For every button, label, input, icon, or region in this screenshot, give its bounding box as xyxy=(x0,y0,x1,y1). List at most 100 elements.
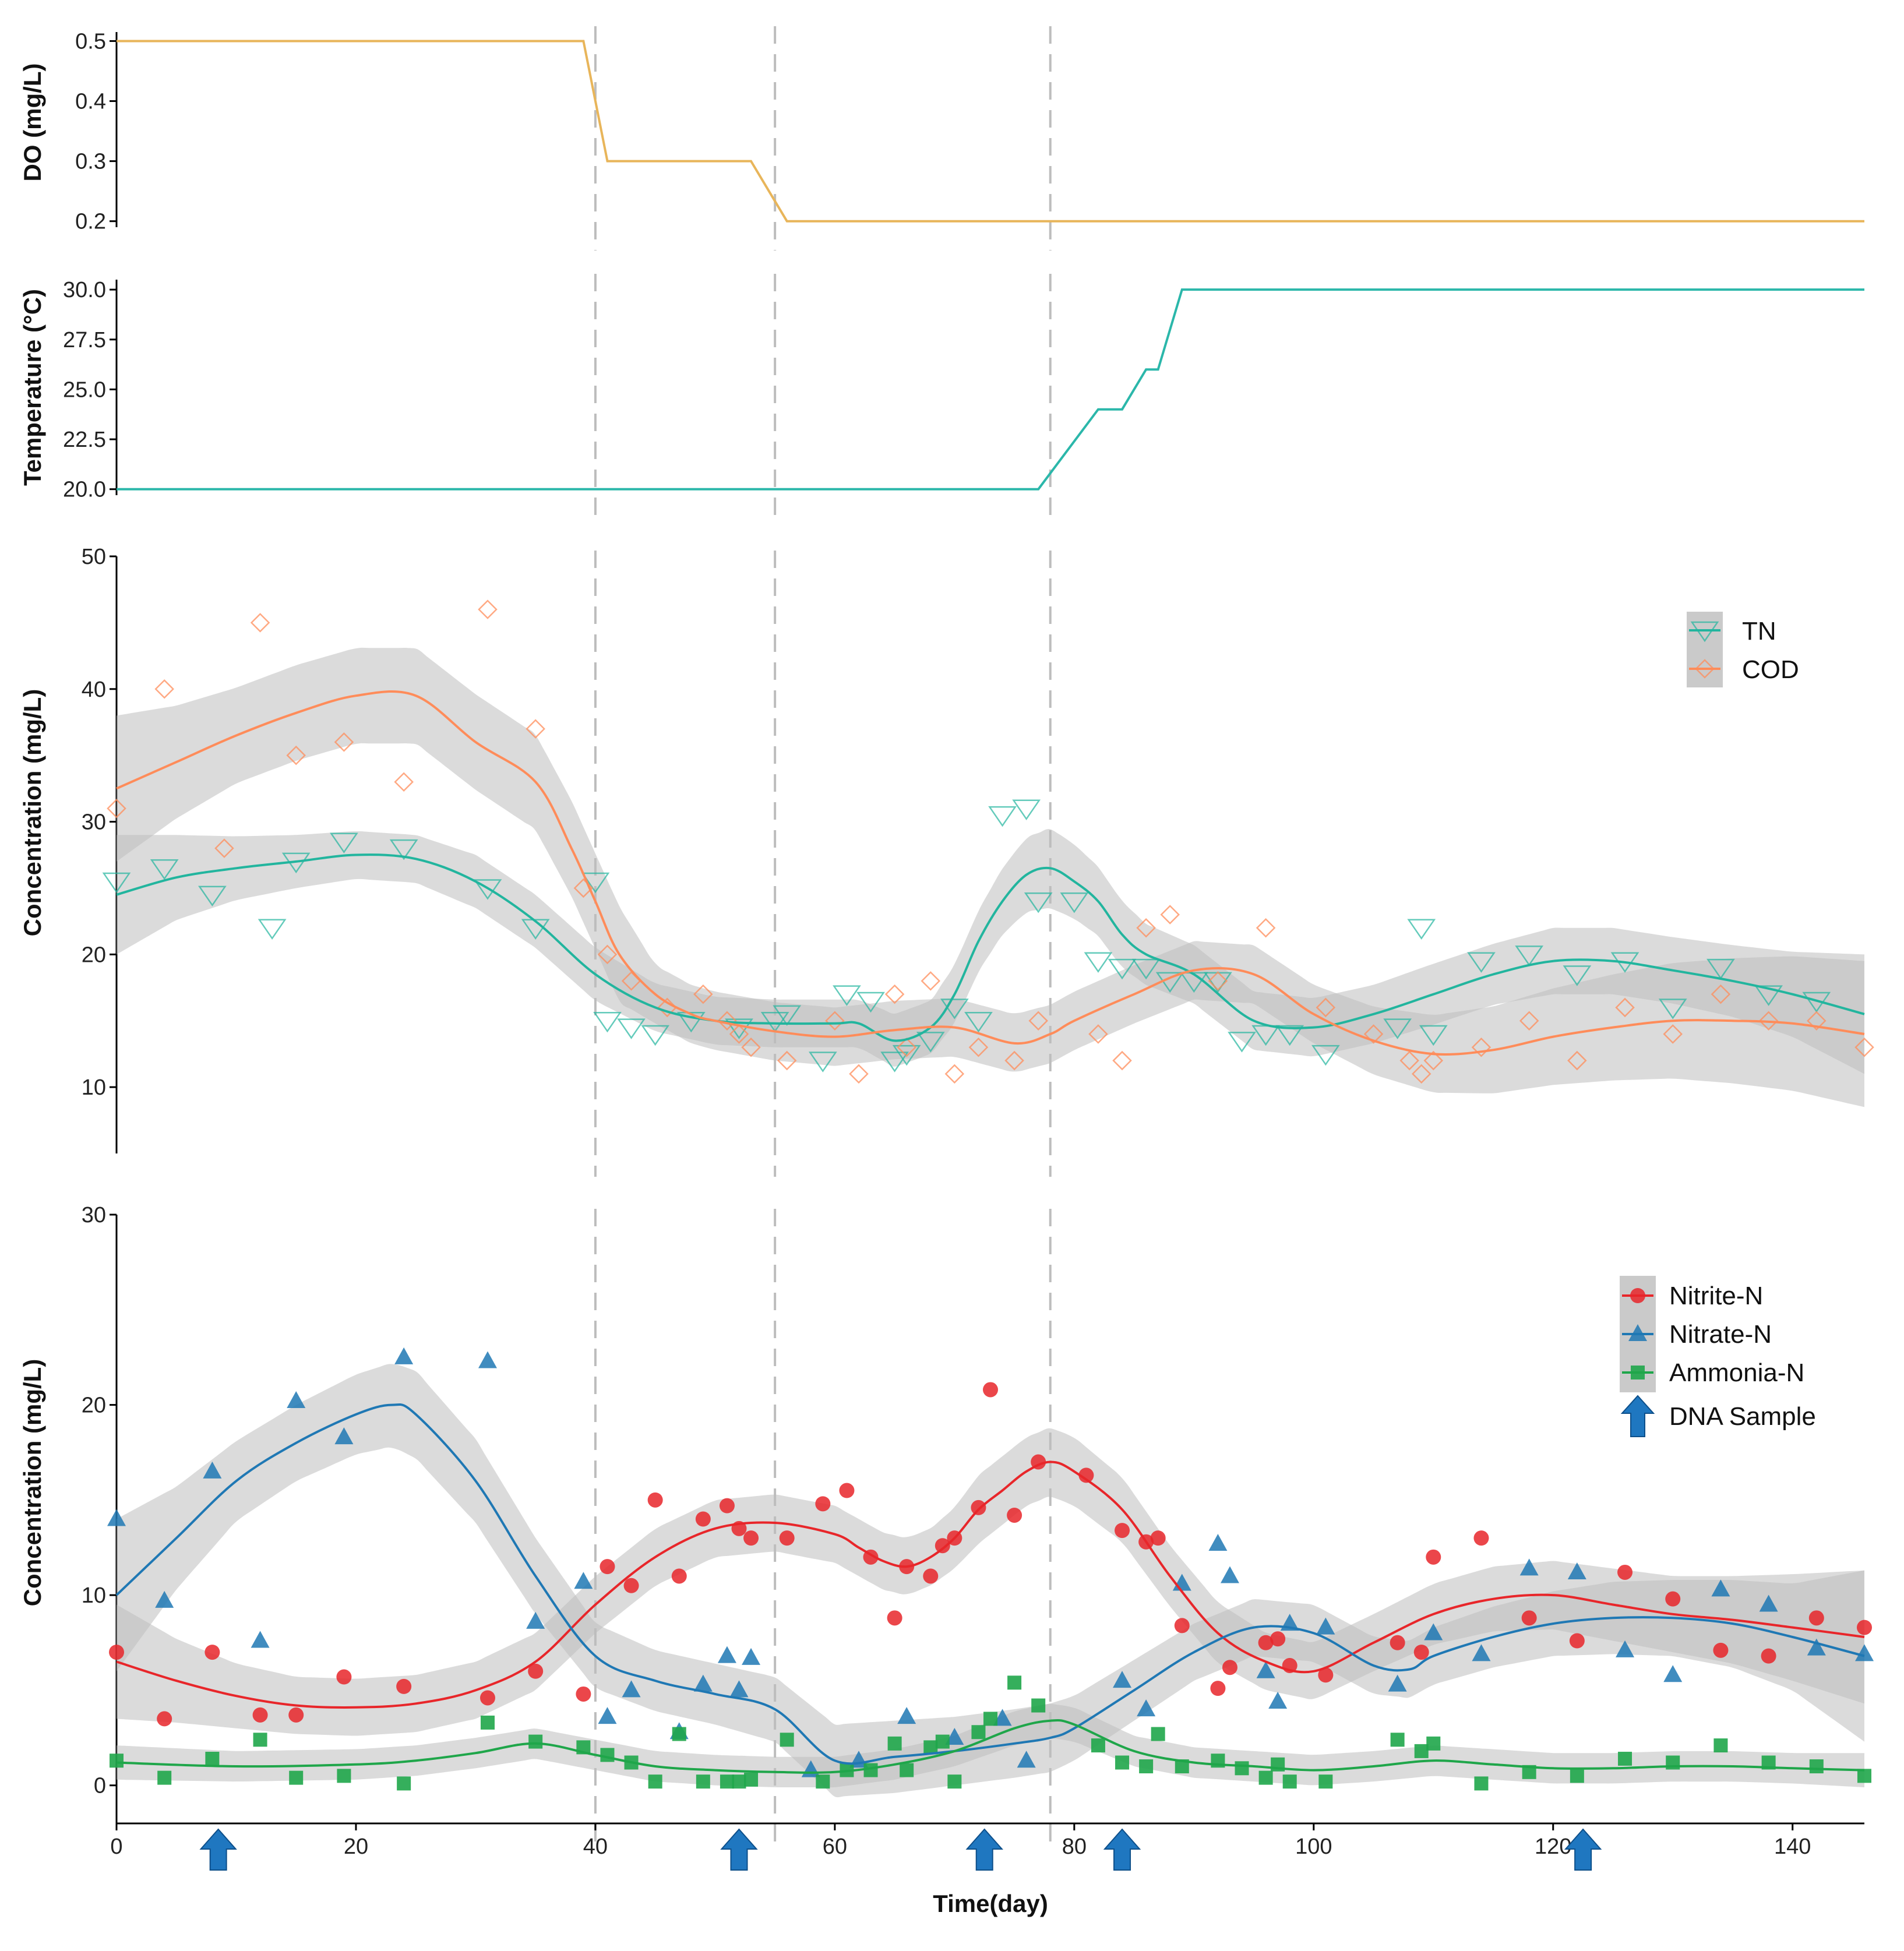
ammonia-n-point xyxy=(205,1751,220,1766)
nitrate-n-point xyxy=(1388,1674,1407,1692)
tn-point xyxy=(330,832,358,853)
nitrate-n-point xyxy=(251,1631,270,1648)
nitrate-n-point xyxy=(717,1646,736,1663)
ammonia-n-point xyxy=(1091,1738,1105,1753)
nitrite-n-point xyxy=(1617,1564,1633,1580)
ammonia-n-point xyxy=(337,1769,351,1783)
x-tick-label: 20 xyxy=(344,1834,368,1859)
nitrite-n-point xyxy=(671,1568,687,1584)
tn-point xyxy=(1515,945,1544,966)
cod-point xyxy=(286,745,306,765)
nitrate-n-point xyxy=(622,1680,641,1698)
tn-point xyxy=(856,992,885,1013)
ammonia-n-point xyxy=(253,1733,267,1747)
nitrate-n-point xyxy=(1208,1533,1228,1551)
cod-point xyxy=(921,971,941,991)
nitrate-n-point xyxy=(1137,1699,1156,1717)
nitrite-n-point xyxy=(1665,1591,1681,1607)
cod-point xyxy=(478,599,498,619)
nitrite-n-point xyxy=(923,1568,939,1584)
ammonia-n-point xyxy=(1809,1759,1824,1774)
nitrite-n-point xyxy=(1808,1610,1824,1626)
cod-point xyxy=(741,1038,761,1057)
cod-point xyxy=(1567,1050,1587,1071)
tn-point xyxy=(1658,999,1687,1019)
ammonia-n-point xyxy=(923,1740,938,1755)
cod-point xyxy=(729,1024,749,1044)
ammonia-n-point xyxy=(157,1770,172,1785)
nitrogen-y-tick-label: 10 xyxy=(82,1583,106,1608)
tn-point xyxy=(988,806,1017,827)
nitrite-n-point xyxy=(743,1530,759,1546)
nitrate-n-point xyxy=(478,1351,497,1368)
tn_cod-panel: 10 20 30 40 50 TN COD xyxy=(82,545,1874,1177)
nitrate-n-point xyxy=(203,1461,222,1479)
nitrite-n-point xyxy=(779,1530,795,1546)
nitrogen-y-tick-label: 0 xyxy=(94,1774,106,1798)
nitrate-n-point xyxy=(1519,1558,1539,1576)
tn_cod-y-tick-label: 40 xyxy=(82,678,106,702)
nitrate-n-point xyxy=(1472,1644,1491,1661)
nitrate-n-point xyxy=(1220,1566,1239,1583)
nitrate-n-point xyxy=(107,1509,126,1526)
cod-point xyxy=(897,1038,916,1057)
nitrite-n-point xyxy=(1078,1467,1094,1483)
cod-point xyxy=(1208,971,1228,991)
cod-point xyxy=(1256,918,1276,938)
tn-point xyxy=(725,1018,753,1039)
cod-point xyxy=(1471,1038,1492,1057)
nitrogen-y-tick-label: 30 xyxy=(82,1203,106,1227)
nitrate-n-point xyxy=(155,1590,174,1608)
ammonia-n-point xyxy=(900,1763,914,1777)
temperature-y-tick-label: 27.5 xyxy=(63,328,106,352)
ammonia-n-point xyxy=(744,1772,759,1787)
nitrate-n-point xyxy=(1663,1665,1683,1682)
tn-point xyxy=(808,1052,837,1072)
nitrite-n-point xyxy=(1413,1645,1429,1660)
temperature-y-tick-label: 20.0 xyxy=(63,478,106,502)
dna-sample-arrow-icon xyxy=(965,1828,1003,1871)
dna-sample-arrow-icon xyxy=(1103,1828,1141,1871)
x-tick-label: 60 xyxy=(823,1834,847,1859)
nitrite-n-point xyxy=(479,1690,495,1706)
cod-point xyxy=(1160,905,1180,925)
tn-point xyxy=(102,872,131,894)
cod-point xyxy=(597,944,618,965)
ammonia-n-point xyxy=(1570,1769,1584,1783)
tn-point xyxy=(676,1011,706,1033)
nitrite-n-point xyxy=(157,1711,172,1727)
cod-point xyxy=(1411,1064,1431,1084)
nitrite-n-point xyxy=(1150,1530,1166,1546)
tn-point xyxy=(1407,919,1436,940)
nitrate-n-point xyxy=(334,1427,354,1445)
x-tick-label: 120 xyxy=(1535,1834,1571,1859)
cod-point xyxy=(1136,918,1156,938)
ammonia-n-point xyxy=(1151,1727,1165,1741)
do-ylabel: DO (mg/L) xyxy=(19,63,46,182)
ammonia-n-point xyxy=(1007,1675,1022,1690)
ammonia-n-point xyxy=(1390,1733,1405,1747)
x-axis: 0 20 40 60 80 100 120 140 xyxy=(110,1822,1864,1871)
cod-point xyxy=(1615,997,1635,1018)
nitrite-n-point xyxy=(1222,1660,1237,1675)
nitrate-n-point xyxy=(1855,1644,1874,1661)
nitrate-n-point xyxy=(1017,1751,1036,1768)
legend-label-nitrate-n: Nitrate-N xyxy=(1669,1320,1772,1349)
ammonia-n-point xyxy=(1258,1770,1273,1785)
cod-point xyxy=(1112,1050,1132,1071)
tn-point xyxy=(1383,1018,1412,1039)
dna-sample-arrow-icon xyxy=(1620,1395,1655,1437)
nitrite-n-point xyxy=(647,1492,663,1508)
nitrate-n-point xyxy=(1113,1671,1132,1688)
ammonia-n-smooth-line xyxy=(116,1719,1865,1774)
nitrite-n-confidence-band xyxy=(117,1428,1864,1736)
ammonia-n-point xyxy=(289,1770,304,1785)
ammonia-n-point xyxy=(1318,1774,1333,1789)
tn-point xyxy=(1228,1032,1256,1053)
ammonia-n-point xyxy=(971,1725,986,1740)
x-tick-label: 0 xyxy=(110,1834,122,1859)
ammonia-n-point xyxy=(600,1748,615,1762)
cod-point xyxy=(1711,984,1731,1004)
nitrite-n-point xyxy=(1426,1549,1441,1565)
ammonia-n-point xyxy=(1031,1698,1046,1713)
